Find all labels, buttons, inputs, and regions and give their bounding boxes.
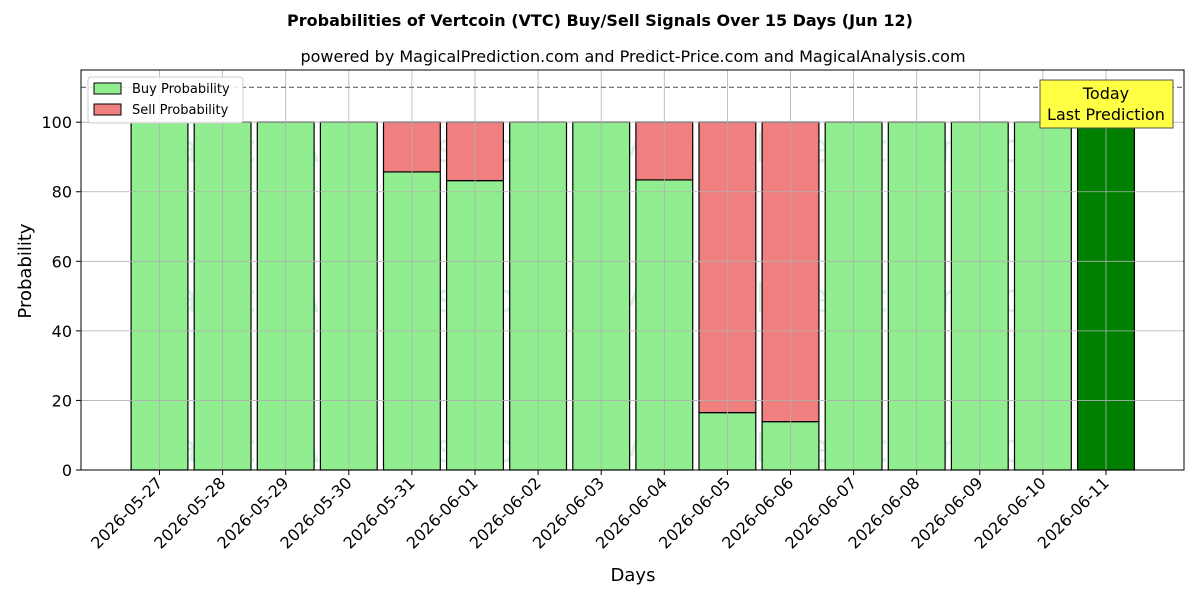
x-axis-label: Days [611,565,656,586]
legend: Buy Probability Sell Probability [87,76,244,124]
annotation-box [1039,79,1174,129]
chart-subtitle: powered by MagicalPrediction.com and Pre… [300,47,965,66]
legend-label: Sell Probability [132,103,229,118]
annotation-text: Today [1082,84,1129,103]
y-tick-label: 80 [52,183,72,202]
legend-swatch [93,103,122,116]
y-axis-label: Probability [15,223,36,318]
today-annotation: Today Last Prediction [1039,79,1174,129]
y-tick-label: 20 [52,391,72,410]
plot-frame [80,69,1185,471]
legend-swatch [93,82,122,95]
plot-area: MagicalAnalysis.comMagicalPrediction.com… [41,69,1185,553]
y-tick-label: 100 [41,113,72,132]
y-tick-label: 40 [52,322,72,341]
chart-title: Probabilities of Vertcoin (VTC) Buy/Sell… [287,11,913,30]
y-tick-label: 60 [52,252,72,271]
legend-label: Buy Probability [132,82,230,97]
annotation-text: Last Prediction [1047,105,1165,124]
y-tick-label: 0 [62,461,72,480]
legend-box [87,76,244,124]
